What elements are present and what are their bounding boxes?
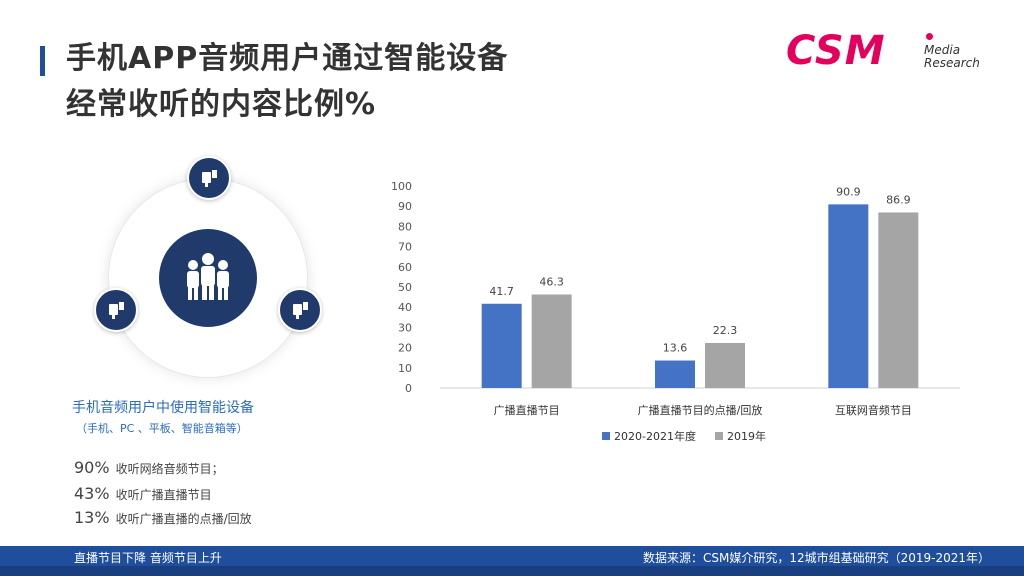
bar [828,204,869,388]
stat-item: 13% 收听广播直播的点播/回放 [74,508,252,527]
y-tick-label: 100 [391,180,412,193]
data-label: 13.6 [663,342,688,355]
y-tick-label: 40 [398,301,412,314]
stat-label: 收听网络音频节目； [115,462,224,476]
people-group-icon [159,229,257,327]
y-tick-label: 20 [398,342,412,355]
data-label: 46.3 [539,275,564,288]
x-tick-label: 广播直播节目 [494,403,560,417]
title-accent-bar [40,46,45,76]
y-tick-label: 70 [398,241,412,254]
csm-logo: CSM Media Research [786,28,996,76]
data-label: 22.3 [713,324,738,337]
legend-swatch [602,432,610,440]
logo-sub-line-1: Media [924,43,961,57]
footer-summary: 直播节目下降 音频节目上升 [74,551,222,565]
stat-percent: 13% [74,508,110,527]
y-tick-label: 30 [398,321,412,334]
bar [705,342,745,388]
stat-item: 43% 收听广播直播节目 [74,484,212,503]
logo-main-text: CSM [786,28,886,74]
logo-sub-line-2: Research [924,56,980,70]
legend-label: 2020-2021年度 [614,429,696,443]
data-label: 86.9 [886,193,911,206]
y-tick-label: 90 [398,200,412,213]
bar [655,360,695,388]
stat-label: 收听广播直播的点播/回放 [115,512,252,526]
bar-chart: 0 10 20 30 40 50 60 70 80 90 100 41.7 46.3 广播直播节目 13.6… [391,180,960,443]
legend-swatch [715,432,723,440]
left-panel-subheading: （手机、PC 、平板、智能音箱等） [76,422,248,435]
bar [878,212,919,388]
stat-item: 90% 收听网络音频节目； [74,458,224,477]
device-speaker-icon [94,288,138,332]
logo-dot [926,33,933,40]
footer-bottom-strip [0,566,1024,576]
logo-subtext: Media Research [924,44,980,70]
device-ring-graphic [94,156,322,378]
stat-percent: 43% [74,484,110,503]
data-label: 41.7 [489,285,514,298]
data-label: 90.9 [836,185,861,198]
y-tick-label: 10 [398,362,412,375]
bar [481,303,522,388]
x-tick-label: 广播直播节目的点播/回放 [638,403,763,417]
device-speaker-icon [187,156,231,200]
footer-bar [0,546,1024,566]
legend-label: 2019年 [727,429,766,443]
stat-percent: 90% [74,458,110,477]
y-tick-label: 50 [398,281,412,294]
y-tick-label: 0 [405,382,412,395]
stat-label: 收听广播直播节目 [115,488,212,502]
y-tick-label: 80 [398,220,412,233]
page-title-line-1: 手机APP音频用户通过智能设备 [66,41,509,76]
footer-source: 数据来源：CSM媒介研究，12城市组基础研究（2019-2021年） [642,551,990,565]
page-title-line-2: 经常收听的内容比例% [66,87,377,122]
left-panel-heading: 手机音频用户中使用智能设备 [72,400,254,416]
x-tick-label: 互联网音频节目 [835,403,912,417]
bar [531,294,572,388]
y-tick-label: 60 [398,261,412,274]
device-speaker-icon [278,288,322,332]
page-title: 手机APP音频用户通过智能设备 经常收听的内容比例% [66,36,508,128]
